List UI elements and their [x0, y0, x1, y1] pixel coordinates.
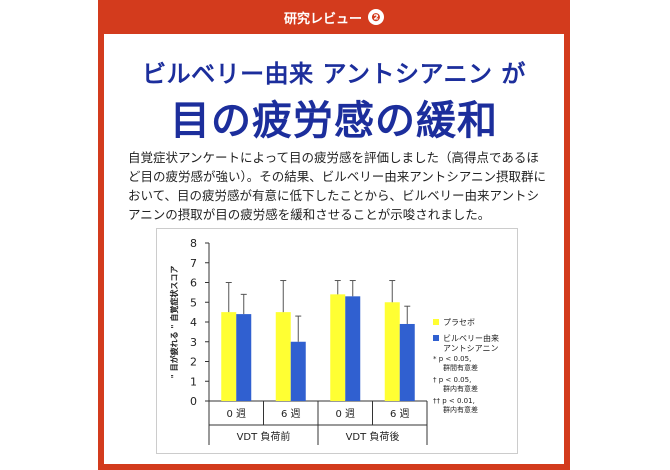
bar — [290, 341, 306, 401]
y-tick-label: 8 — [190, 237, 197, 250]
footnote: * p < 0.05, — [433, 355, 471, 363]
y-tick-label: 0 — [190, 395, 197, 408]
chart-container: 0 1 2 3 4 5 6 7 8 " 目が疲れる " 自覚症状スコア 0 週 6 週 0 週 6 週 VD… — [156, 228, 518, 454]
footnote: 群間有意差 — [443, 363, 478, 372]
bar — [345, 296, 361, 401]
number-badge: ❷ — [368, 9, 384, 25]
bar — [275, 312, 291, 401]
y-tick-label: 1 — [190, 375, 197, 388]
x-tick-label: 6 週 — [281, 408, 301, 420]
legend-swatch — [433, 319, 439, 325]
legend-label: プラセボ — [443, 318, 475, 327]
x-tick-label: 0 週 — [226, 408, 246, 420]
bar — [399, 323, 415, 401]
header-bar: 研究レビュー ❷ — [104, 0, 564, 34]
bar — [384, 302, 400, 401]
review-card: 研究レビュー ❷ ビルベリー由来 アントシアニン が 目の疲労感の緩和 自覚症状… — [98, 0, 570, 470]
legend-label: ビルベリー由来 — [443, 333, 499, 343]
bar-chart: 0 1 2 3 4 5 6 7 8 " 目が疲れる " 自覚症状スコア 0 週 6 週 0 週 6 週 VD… — [169, 237, 499, 445]
bar — [221, 312, 237, 401]
y-tick-label: 4 — [190, 316, 197, 329]
header-title: 研究レビュー — [283, 11, 362, 27]
x-tick-label: 0 週 — [335, 408, 355, 420]
footnote: 群内有意差 — [443, 384, 478, 393]
group-label: VDT 負荷後 — [346, 430, 400, 443]
footnote: †† p < 0.01, — [433, 397, 475, 405]
group-label: VDT 負荷前 — [237, 430, 291, 443]
legend-label: アントシアニン — [443, 344, 499, 353]
legend-swatch — [433, 335, 439, 341]
body-text: 自覚症状アンケートによって目の疲労感を評価しました（高得点であるほど目の疲労感が… — [128, 150, 547, 222]
headline-subtitle: ビルベリー由来 アントシアニン が — [142, 60, 526, 88]
y-axis-label: " 目が疲れる " 自覚症状スコア — [169, 266, 179, 379]
y-tick-label: 2 — [190, 356, 197, 369]
footnote: † p < 0.05, — [433, 376, 471, 384]
y-tick-label: 6 — [190, 277, 197, 290]
y-tick-label: 3 — [190, 336, 197, 349]
y-tick-label: 7 — [190, 257, 197, 270]
footnote: 群内有意差 — [443, 405, 478, 414]
y-tick-label: 5 — [190, 296, 197, 309]
bar — [236, 314, 252, 401]
x-tick-label: 6 週 — [390, 408, 410, 420]
headline-title: 目の疲労感の緩和 — [170, 98, 498, 144]
bar — [330, 294, 346, 401]
